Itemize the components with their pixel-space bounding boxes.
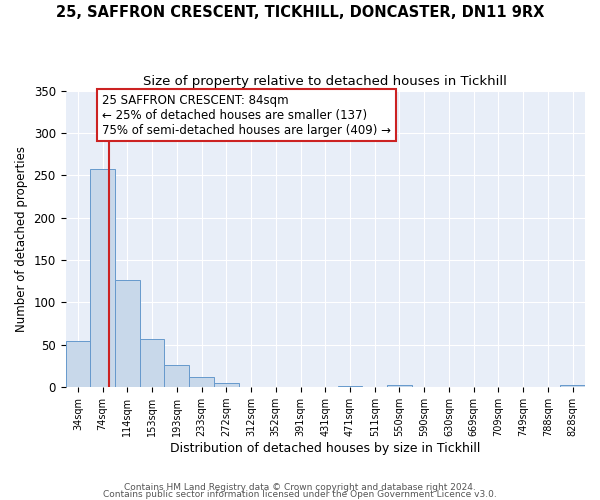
Bar	[560, 384, 585, 387]
Text: Contains HM Land Registry data © Crown copyright and database right 2024.: Contains HM Land Registry data © Crown c…	[124, 484, 476, 492]
Text: 25 SAFFRON CRESCENT: 84sqm
← 25% of detached houses are smaller (137)
75% of sem: 25 SAFFRON CRESCENT: 84sqm ← 25% of deta…	[102, 94, 391, 136]
Bar	[387, 384, 412, 387]
Bar	[90, 170, 115, 387]
Bar	[65, 340, 90, 387]
Bar	[115, 280, 140, 387]
Bar	[189, 377, 214, 387]
Text: 25, SAFFRON CRESCENT, TICKHILL, DONCASTER, DN11 9RX: 25, SAFFRON CRESCENT, TICKHILL, DONCASTE…	[56, 5, 544, 20]
Text: Contains public sector information licensed under the Open Government Licence v3: Contains public sector information licen…	[103, 490, 497, 499]
Title: Size of property relative to detached houses in Tickhill: Size of property relative to detached ho…	[143, 75, 507, 88]
Bar	[140, 339, 164, 387]
Bar	[338, 386, 362, 387]
X-axis label: Distribution of detached houses by size in Tickhill: Distribution of detached houses by size …	[170, 442, 481, 455]
Bar	[164, 365, 189, 387]
Bar	[214, 383, 239, 387]
Y-axis label: Number of detached properties: Number of detached properties	[15, 146, 28, 332]
